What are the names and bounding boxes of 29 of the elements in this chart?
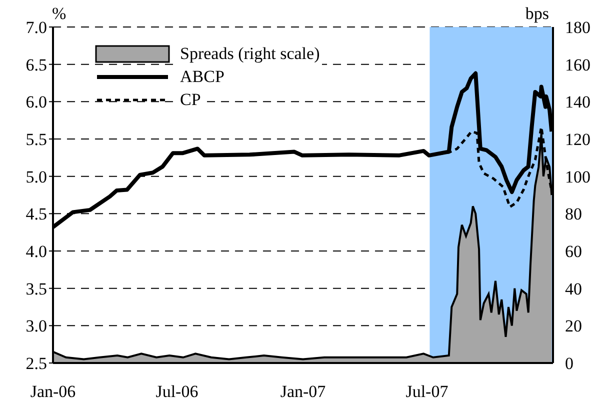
- legend-label: ABCP: [178, 65, 226, 88]
- y-tick-label: 2.5: [26, 354, 47, 374]
- y-tick-label: 5.0: [26, 167, 47, 186]
- y-tick-label: 7.0: [26, 18, 47, 38]
- y-tick-label: 6.5: [26, 55, 47, 74]
- x-tick-label: Jan-06: [30, 382, 76, 402]
- y2-tick-label: 180: [565, 18, 590, 38]
- y2-tick-label: 0: [565, 354, 574, 374]
- y-tick-label: 4.0: [26, 242, 47, 262]
- x-tick-label: Jul-07: [406, 382, 449, 402]
- y-tick-label: 5.5: [26, 130, 47, 150]
- y-tick-label: 4.5: [26, 204, 47, 224]
- y2-axis-title: bps: [525, 4, 549, 24]
- y-axis-title: %: [52, 4, 66, 24]
- y2-tick-label: 120: [565, 130, 590, 150]
- y2-tick-label: 80: [565, 204, 582, 224]
- y2-tick-label: 60: [565, 242, 582, 262]
- legend-label: CP: [178, 88, 203, 111]
- legend-label: Spreads (right scale): [178, 42, 322, 65]
- y-tick-label: 3.5: [26, 279, 47, 298]
- y2-tick-label: 160: [565, 55, 590, 74]
- x-tick-label: Jul-06: [156, 382, 198, 402]
- y2-tick-label: 100: [565, 167, 590, 186]
- y-tick-label: 3.0: [26, 316, 47, 336]
- y2-tick-label: 40: [565, 279, 582, 298]
- x-tick-label: Jan-07: [280, 382, 326, 402]
- y-tick-label: 6.0: [26, 92, 47, 112]
- y2-tick-label: 140: [565, 92, 590, 112]
- y2-tick-label: 20: [565, 316, 582, 336]
